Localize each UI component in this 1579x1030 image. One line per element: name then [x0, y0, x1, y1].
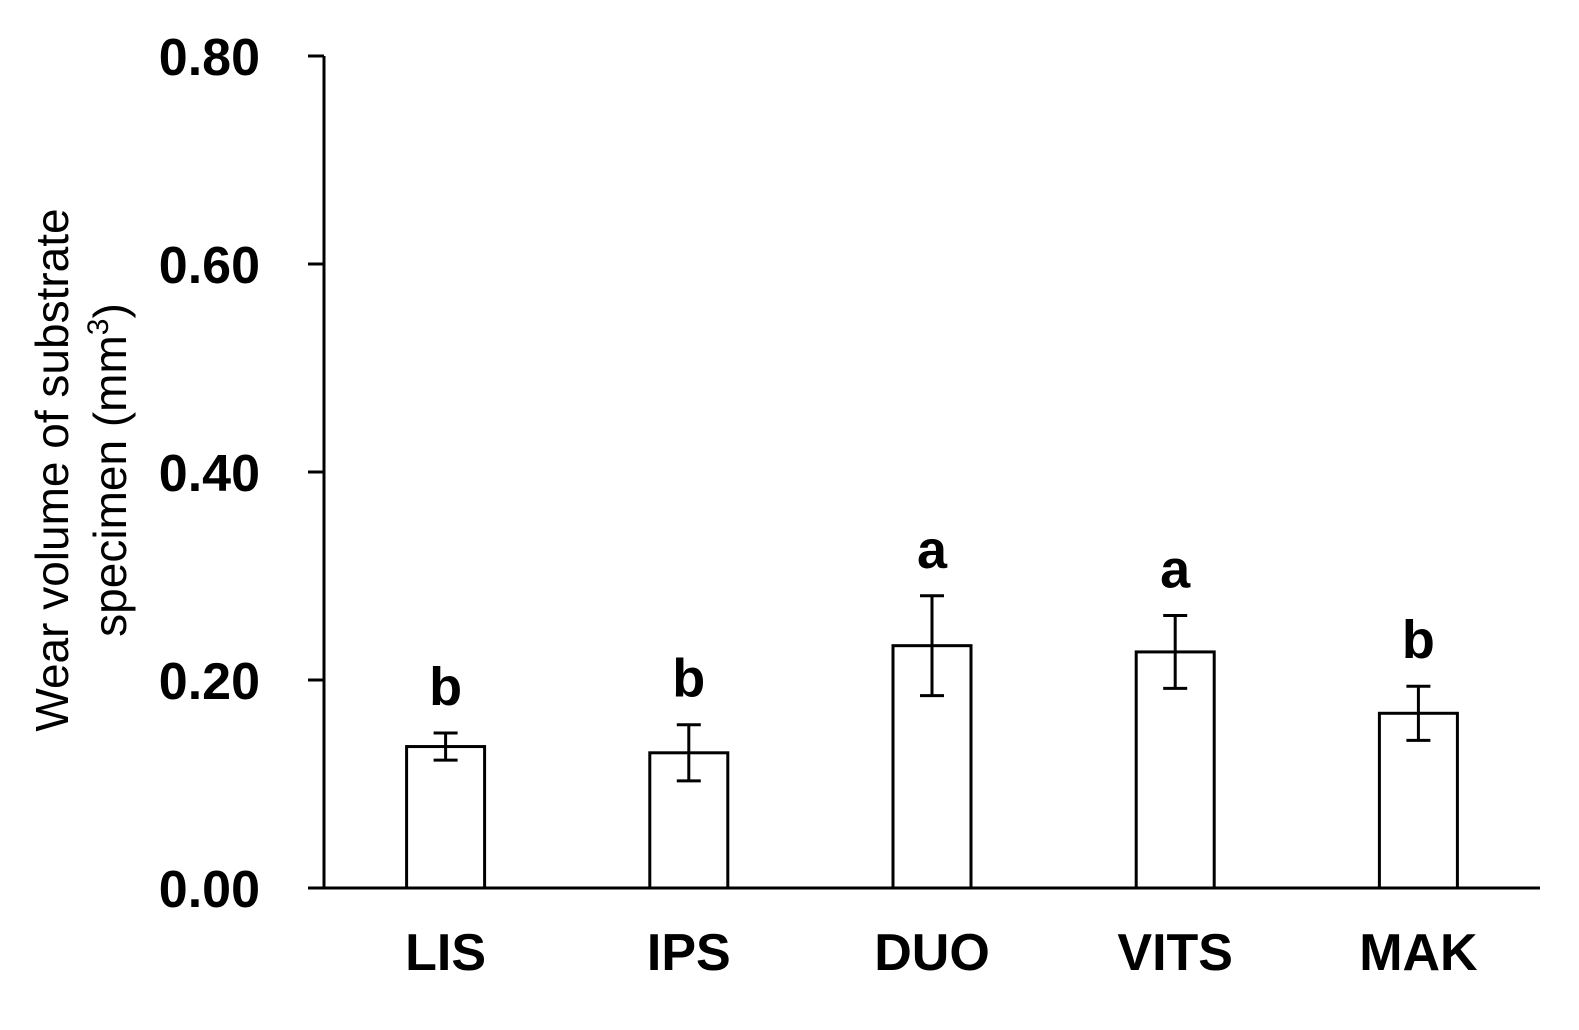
y-axis-title-line1: Wear volume of substrate	[26, 208, 78, 731]
y-axis-title-unit: specimen (mm	[84, 335, 136, 637]
x-category-label: IPS	[647, 924, 731, 982]
bar	[405, 745, 487, 890]
significance-label: a	[917, 520, 948, 580]
y-axis-title: Wear volume of substrate specimen (mm3)	[26, 208, 136, 731]
significance-label: b	[429, 657, 462, 717]
bar	[891, 644, 973, 890]
y-tick-label: 0.60	[159, 237, 260, 295]
x-category-label: VITS	[1117, 924, 1233, 982]
bar	[1134, 650, 1216, 890]
y-axis-title-unit-superscript: 3	[82, 319, 115, 336]
x-category-label: MAK	[1359, 924, 1478, 982]
significance-label: b	[672, 649, 705, 709]
y-axis-ticks: 0.00 0.20 0.40 0.60 0.80	[159, 29, 324, 919]
y-axis-title-line2: specimen (mm3)	[82, 303, 136, 637]
y-tick-label: 0.20	[159, 653, 260, 711]
x-category-label: DUO	[874, 924, 990, 982]
y-axis-title-close-paren: )	[84, 303, 136, 318]
significance-label: a	[1160, 540, 1191, 600]
y-tick-label: 0.00	[159, 861, 260, 919]
bar	[1377, 711, 1459, 890]
x-category-label: LIS	[405, 924, 486, 982]
significance-label: b	[1402, 610, 1435, 670]
bars-group: b b a a b	[405, 520, 1459, 890]
x-axis-labels: LIS IPS DUO VITS MAK	[405, 924, 1478, 982]
y-tick-label: 0.80	[159, 29, 260, 87]
y-tick-label: 0.40	[159, 445, 260, 503]
